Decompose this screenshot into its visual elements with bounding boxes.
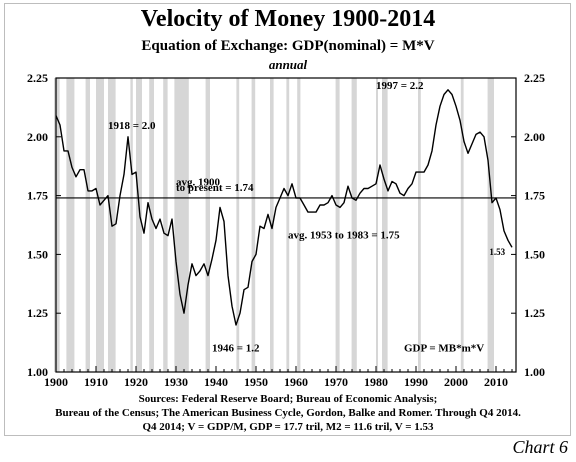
chart-subtitle: Equation of Exchange: GDP(nominal) = M*V	[141, 38, 435, 54]
recession-band	[54, 78, 60, 372]
annotation-1997: 1997 = 2.2	[376, 80, 424, 92]
recession-band	[487, 78, 494, 372]
annotation-last-value: 1.53	[489, 247, 505, 257]
recession-band	[236, 78, 240, 372]
annotation-gdp-identity: GDP = MB*m*V	[404, 342, 484, 354]
y-tick-label-right: 1.50	[524, 247, 545, 261]
recession-band	[286, 78, 290, 372]
chart-subtitle-frequency: annual	[268, 57, 308, 72]
chart-caption: Chart 6	[512, 437, 568, 457]
annotation-avg-1953-1983: avg. 1953 to 1983 = 1.75	[288, 229, 400, 241]
recession-band	[297, 78, 301, 372]
recession-band	[382, 78, 388, 372]
recession-band	[96, 78, 104, 372]
recession-band	[270, 78, 274, 372]
y-tick-label-left: 2.00	[27, 130, 48, 144]
recession-band	[130, 78, 133, 372]
velocity-series-line	[55, 89, 513, 326]
chart-frame	[4, 3, 571, 436]
x-tick-label: 1930	[164, 375, 188, 389]
y-tick-label-right: 1.00	[524, 365, 545, 379]
y-tick-label-left: 1.25	[27, 306, 48, 320]
y-tick-label-left: 2.25	[27, 71, 48, 85]
recession-band	[335, 78, 340, 372]
x-tick-label: 2000	[444, 375, 468, 389]
recession-band	[376, 78, 378, 372]
recession-band	[149, 78, 154, 372]
sources-line-2: Bureau of the Census; The American Busin…	[55, 407, 521, 419]
recession-band	[136, 78, 142, 372]
annotation-avg-line1: avg. 1900	[176, 176, 221, 188]
y-tick-label-right: 1.25	[524, 306, 545, 320]
annotation-1946: 1946 = 1.2	[212, 342, 260, 354]
recession-band	[174, 78, 189, 372]
recession-band	[418, 78, 421, 372]
annotation-1918: 1918 = 2.0	[108, 120, 156, 132]
chart-title: Velocity of Money 1900-2014	[140, 6, 436, 32]
x-tick-label: 1910	[84, 375, 108, 389]
sources-line-1: Sources: Federal Reserve Board; Bureau o…	[138, 393, 438, 405]
recession-band	[351, 78, 357, 372]
x-tick-label: 1920	[124, 375, 148, 389]
x-tick-label: 1980	[364, 375, 388, 389]
y-tick-label-left: 1.00	[27, 365, 48, 379]
y-tick-label-left: 1.50	[27, 247, 48, 261]
x-tick-label: 2010	[484, 375, 508, 389]
sources-line-3: Q4 2014; V = GDP/M, GDP = 17.7 tril, M2 …	[142, 421, 434, 433]
recession-band	[85, 78, 90, 372]
x-tick-label: 1900	[44, 375, 68, 389]
recession-band	[205, 78, 210, 372]
y-tick-label-right: 1.75	[524, 189, 545, 203]
recession-band	[460, 78, 464, 372]
y-tick-label-right: 2.00	[524, 130, 545, 144]
plot-area-border	[55, 77, 517, 373]
recession-band	[163, 78, 168, 372]
recession-band	[251, 78, 256, 372]
x-tick-label: 1940	[204, 375, 228, 389]
y-tick-label-left: 1.75	[27, 189, 48, 203]
annotation-avg-line2: to present = 1.74	[176, 182, 254, 194]
recession-band	[66, 78, 75, 372]
x-tick-label: 1960	[284, 375, 308, 389]
x-tick-label: 1990	[404, 375, 428, 389]
y-tick-label-right: 2.25	[524, 71, 545, 85]
x-tick-label: 1950	[244, 375, 268, 389]
x-tick-label: 1970	[324, 375, 348, 389]
